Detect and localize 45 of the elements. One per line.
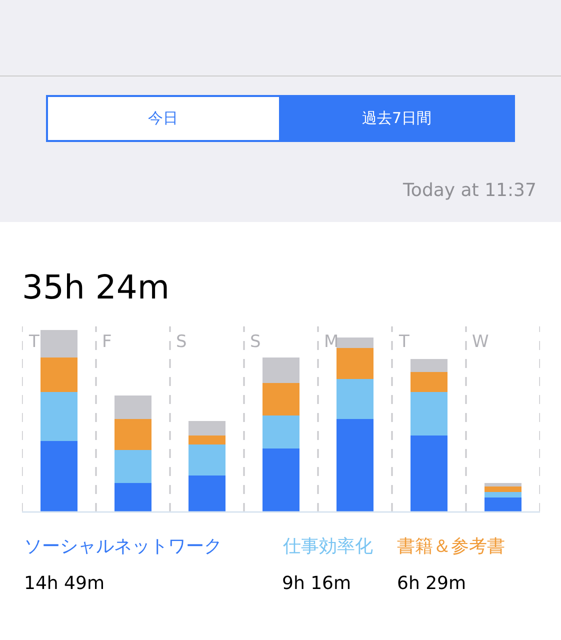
bar	[40, 330, 78, 358]
bar	[410, 436, 448, 512]
text: 仕事効率化	[282, 536, 373, 557]
bar	[262, 416, 300, 448]
bar	[484, 486, 522, 492]
x-tick-label: S	[250, 332, 261, 352]
bar	[410, 359, 448, 372]
bar	[40, 392, 78, 442]
bar	[262, 448, 300, 512]
bar	[188, 421, 226, 436]
bar	[114, 396, 152, 420]
text: 6h 29m	[397, 573, 466, 594]
x-tick-label: F	[102, 332, 112, 352]
x-tick-label: T	[28, 332, 40, 352]
bar	[484, 482, 522, 487]
bar	[336, 337, 374, 348]
bar	[40, 441, 78, 512]
bar	[188, 476, 226, 512]
bar	[262, 357, 300, 383]
x-tick-label: W	[472, 332, 489, 352]
bar	[114, 482, 152, 512]
chart-title: 35h 24m	[22, 268, 170, 307]
bar	[336, 419, 374, 512]
bar	[114, 419, 152, 450]
text: 14h 49m	[24, 573, 104, 594]
text: 過去7日間	[362, 109, 432, 127]
text: 書籍＆参考書	[397, 536, 505, 557]
bar	[114, 450, 152, 483]
bar	[336, 379, 374, 420]
bar	[262, 382, 300, 416]
text: 9h 16m	[282, 573, 352, 594]
x-tick-label: M	[324, 332, 339, 352]
bar	[336, 348, 374, 380]
bar	[484, 492, 522, 498]
series-label: ソーシャルネットワーク	[24, 536, 222, 557]
bar	[188, 444, 226, 476]
bar	[410, 372, 448, 392]
text: 今日	[148, 109, 178, 127]
x-tick-label: S	[176, 332, 187, 352]
bar	[40, 357, 78, 392]
bar	[410, 392, 448, 436]
bar	[188, 436, 226, 445]
text: Today at 11:37	[402, 180, 536, 201]
x-tick-label: T	[398, 332, 410, 352]
bar	[484, 497, 522, 512]
